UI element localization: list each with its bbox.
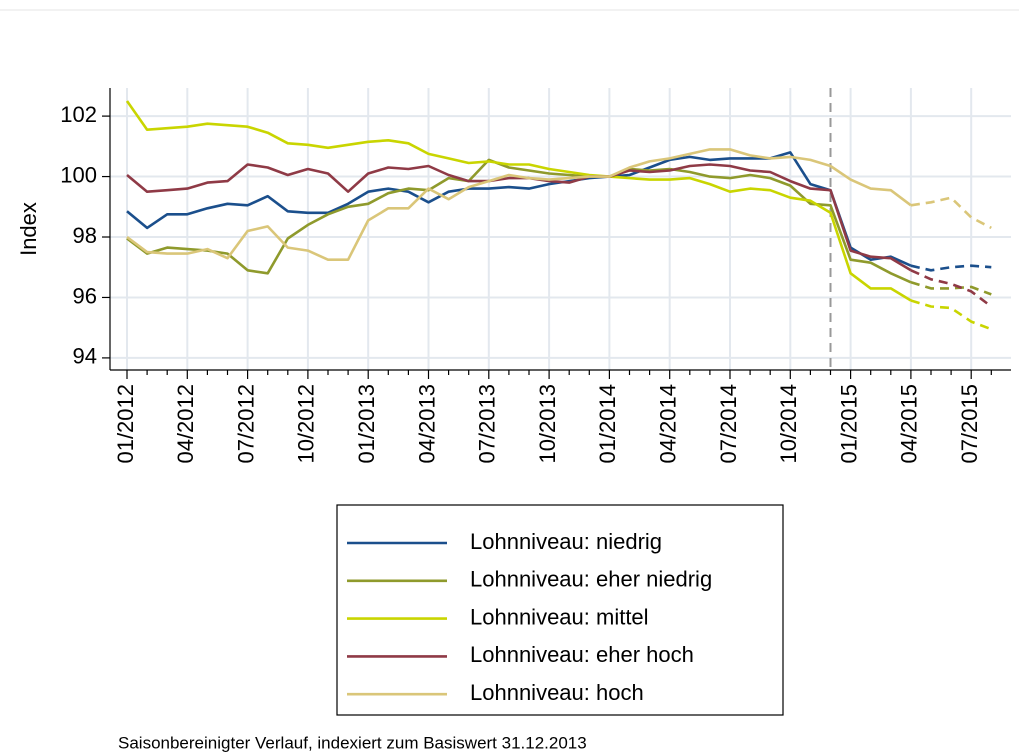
x-tick-label: 07/2014 — [716, 384, 741, 464]
x-tick-label: 01/2014 — [595, 384, 620, 464]
y-tick-label: 96 — [73, 283, 97, 308]
series-line — [126, 151, 912, 267]
legend-label: Lohnniveau: mittel — [470, 604, 649, 629]
series-line — [125, 100, 912, 302]
legend-label: Lohnniveau: niedrig — [470, 529, 662, 554]
x-tick-label: 07/2015 — [957, 384, 982, 464]
series-line — [126, 163, 912, 272]
x-tick-label: 04/2014 — [656, 384, 681, 464]
x-tick-label: 07/2012 — [233, 384, 258, 464]
x-tick-label: 04/2012 — [173, 384, 198, 464]
series-line — [126, 158, 912, 284]
x-tick-label: 01/2012 — [113, 384, 138, 464]
y-tick-label: 94 — [73, 344, 97, 369]
x-tick-label: 01/2015 — [836, 384, 861, 464]
y-axis-label: Index — [16, 202, 41, 256]
x-tick-label: 10/2014 — [776, 384, 801, 464]
legend-box — [336, 504, 784, 716]
x-tick-label: 10/2012 — [294, 384, 319, 464]
series-line-dashed — [910, 196, 992, 230]
x-tick-label: 10/2013 — [535, 384, 560, 464]
series-line — [126, 148, 912, 261]
x-tick-label: 04/2015 — [897, 384, 922, 464]
footnote: Saisonbereinigter Verlauf, indexiert zum… — [118, 733, 587, 752]
series-line-dashed — [910, 299, 992, 331]
series-line-dashed — [910, 281, 992, 296]
series-line-dashed — [910, 264, 992, 272]
x-tick-label: 04/2013 — [414, 384, 439, 464]
x-tick-label: 07/2013 — [475, 384, 500, 464]
y-tick-label: 100 — [60, 162, 97, 187]
legend-label: Lohnniveau: eher hoch — [470, 642, 694, 667]
y-tick-label: 102 — [60, 102, 97, 127]
series-line-dashed — [910, 269, 993, 308]
legend-label: Lohnniveau: eher niedrig — [470, 567, 712, 592]
x-tick-label: 01/2013 — [354, 384, 379, 464]
y-tick-label: 98 — [73, 223, 97, 248]
legend-label: Lohnniveau: hoch — [470, 680, 644, 705]
